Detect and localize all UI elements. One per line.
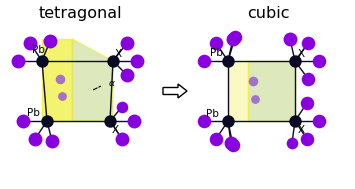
FancyArrow shape bbox=[163, 84, 187, 98]
Point bbox=[289, 142, 295, 145]
Point bbox=[233, 36, 238, 39]
Point bbox=[201, 119, 207, 122]
Point bbox=[32, 137, 38, 140]
Point bbox=[201, 60, 207, 63]
Point bbox=[225, 60, 231, 63]
Polygon shape bbox=[72, 39, 113, 121]
Point bbox=[110, 60, 116, 63]
Point bbox=[292, 60, 298, 63]
Point bbox=[252, 98, 258, 101]
Point bbox=[213, 137, 219, 140]
Text: X: X bbox=[298, 125, 305, 135]
Point bbox=[44, 119, 50, 122]
Text: X: X bbox=[298, 49, 305, 59]
Polygon shape bbox=[228, 61, 248, 121]
Point bbox=[119, 137, 125, 140]
Point bbox=[47, 40, 53, 43]
Polygon shape bbox=[248, 61, 295, 121]
Text: Pb: Pb bbox=[32, 45, 45, 55]
Point bbox=[316, 119, 322, 122]
Point bbox=[225, 119, 231, 122]
Point bbox=[134, 60, 140, 63]
Polygon shape bbox=[42, 39, 72, 121]
Point bbox=[27, 42, 33, 45]
Point bbox=[15, 60, 21, 63]
Point bbox=[230, 143, 236, 146]
Text: cubic: cubic bbox=[247, 6, 289, 21]
Point bbox=[304, 101, 310, 105]
Point bbox=[57, 77, 63, 81]
Point bbox=[250, 80, 256, 83]
Point bbox=[131, 119, 137, 122]
Text: X: X bbox=[112, 125, 119, 135]
Text: tetragonal: tetragonal bbox=[38, 6, 122, 21]
Text: X: X bbox=[115, 49, 122, 59]
Point bbox=[124, 74, 130, 77]
Text: Pb: Pb bbox=[210, 48, 223, 58]
Point bbox=[292, 119, 298, 122]
Point bbox=[39, 60, 45, 63]
Point bbox=[287, 37, 293, 40]
Point bbox=[316, 60, 322, 63]
Point bbox=[59, 94, 65, 98]
Point bbox=[228, 142, 234, 145]
Point bbox=[213, 42, 219, 45]
Point bbox=[119, 105, 125, 108]
Point bbox=[20, 119, 26, 122]
Text: Pb: Pb bbox=[27, 108, 40, 118]
Point bbox=[305, 77, 311, 81]
Point bbox=[124, 42, 130, 45]
Text: $\alpha$: $\alpha$ bbox=[108, 78, 116, 88]
Point bbox=[304, 137, 310, 140]
Point bbox=[305, 42, 311, 45]
Point bbox=[107, 119, 113, 122]
Text: Pb: Pb bbox=[206, 109, 219, 119]
Point bbox=[230, 37, 236, 40]
Point bbox=[49, 139, 55, 143]
